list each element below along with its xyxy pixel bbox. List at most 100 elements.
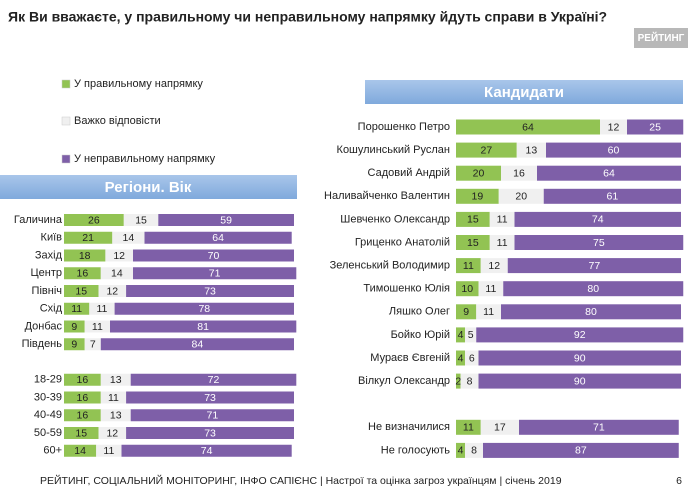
value-label: 11 [96,303,107,315]
bar-segment [456,419,481,435]
category-label: 50-59 [34,427,62,439]
bar-segment [64,391,101,404]
bar-segment [89,302,115,315]
value-label: 4 [458,329,464,341]
category-label: Порошенко Петро [358,121,450,133]
bar-segment [498,188,544,204]
value-label: 81 [197,321,209,333]
bar-segment [456,258,481,274]
value-label: 9 [463,306,469,318]
bar-segment [123,214,159,226]
bar-segment [100,338,294,351]
bar-segment [456,235,490,250]
category-label: Південь [22,338,63,350]
category-label: Вілкул Олександр [358,375,450,387]
bar-segment [98,427,127,439]
value-label: 80 [587,283,599,295]
category-label: 40-49 [34,409,62,421]
value-label: 11 [485,283,496,295]
value-label: 9 [71,321,77,333]
value-label: 64 [212,232,224,244]
value-label: 73 [204,427,216,439]
bar-segment [456,327,465,343]
value-label: 20 [515,191,527,203]
value-label: 64 [603,167,615,179]
bar-segment [543,188,681,204]
value-label: 11 [483,306,494,318]
value-label: 9 [71,339,77,351]
bar-segment [480,419,519,435]
value-label: 64 [522,121,534,133]
value-label: 78 [198,303,210,315]
bar-segment [126,427,294,439]
bar-segment [456,281,479,297]
bar-segment [64,409,101,422]
value-label: 12 [106,427,118,439]
value-label: 11 [108,392,119,404]
value-label: 13 [110,410,122,422]
bar-segment [456,304,477,320]
value-label: 77 [589,260,601,272]
value-label: 90 [574,375,586,387]
value-label: 8 [467,375,473,387]
bar-segment [456,373,461,389]
category-label: Центр [31,267,63,279]
bar-segment [489,235,515,250]
value-label: 20 [473,167,485,179]
category-label: Захід [35,249,63,261]
bar-segment [501,304,681,320]
bar-segment [84,338,101,351]
category-label: Північ [32,285,62,297]
value-label: 26 [88,214,100,226]
value-label: 71 [593,422,605,434]
bar-segment [456,211,490,227]
bar-segment [600,119,627,135]
category-label: Кошулинський Руслан [337,144,450,156]
value-label: 73 [204,392,216,404]
value-label: 16 [77,410,89,422]
bar-segment [456,442,465,458]
bar-segment [480,258,508,274]
legend-label: Важко відповісти [74,115,161,127]
bar-segment [478,281,504,297]
section-title: Кандидати [484,84,564,101]
bar-segment [627,119,684,135]
value-label: 90 [574,352,586,364]
bar-segment [64,427,99,439]
bar-segment [483,442,679,458]
bar-segment [465,350,479,366]
bar-segment [537,165,681,181]
value-label: 15 [467,237,479,249]
value-label: 14 [111,268,123,280]
bar-segment [456,188,499,204]
value-label: 72 [208,374,220,386]
value-label: 12 [488,260,500,272]
bar-segment [112,231,145,244]
bar-segment [507,258,681,274]
value-label: 10 [461,283,473,295]
value-label: 84 [192,339,204,351]
value-label: 7 [90,339,96,351]
bar-segment [64,249,106,262]
bar-segment [126,391,294,404]
value-label: 8 [471,445,477,457]
value-label: 4 [458,352,464,364]
legend-swatch [61,116,71,126]
value-label: 12 [113,250,125,262]
value-label: 71 [209,268,221,280]
legend-swatch [61,154,71,164]
bar-segment [158,214,294,226]
category-label: Бойко Юрій [391,329,450,341]
bar-segment [105,249,133,262]
bar-segment [519,419,679,435]
value-label: 14 [123,232,135,244]
bar-segment [100,391,127,404]
bar-segment [456,350,465,366]
bar-segment [64,302,90,315]
category-label: Галичина [14,214,63,226]
value-label: 61 [607,191,619,203]
category-label: Садовий Андрій [368,167,450,179]
bar-segment [64,267,101,280]
bar-segment [64,373,101,386]
bar-segment [64,338,85,351]
